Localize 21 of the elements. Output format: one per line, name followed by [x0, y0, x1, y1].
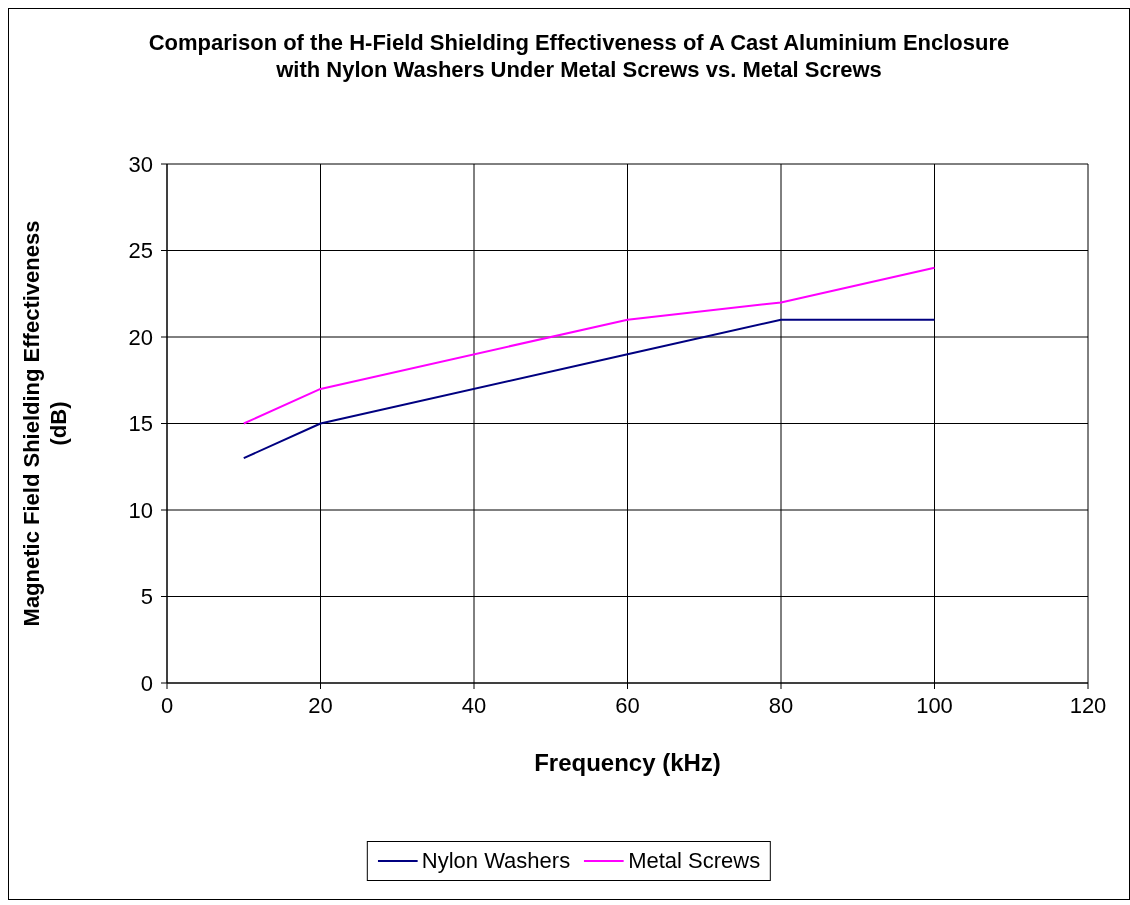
- legend-label: Metal Screws: [628, 848, 761, 874]
- legend-label: Nylon Washers: [421, 848, 571, 874]
- x-tick-label: 40: [461, 692, 487, 718]
- y-tick-label: 5: [140, 584, 153, 610]
- y-tick-label: 0: [140, 670, 153, 696]
- x-tick-label: 60: [615, 692, 640, 718]
- y-axis-title: Magnetic Field Shielding Effectiveness (dB): [19, 220, 71, 627]
- x-tick-label: 20: [308, 692, 333, 718]
- chart-title: Comparison of the H-Field Shielding Effectiveness of A Cast Aluminium Enclosure with Nylon Washers Under Metal Screws vs. Metal Screws: [147, 29, 1011, 83]
- x-tick-label: 80: [768, 692, 794, 718]
- x-axis-title: Frequency (kHz): [534, 749, 721, 776]
- line-series: [242, 318, 936, 460]
- x-tick-label: 0: [160, 692, 174, 718]
- line-series: [242, 266, 936, 425]
- y-tick-label: 10: [128, 497, 153, 523]
- x-tick-label: 100: [916, 692, 953, 718]
- y-tick-label: 25: [128, 238, 153, 264]
- y-tick-label: 15: [128, 411, 153, 437]
- y-tick-label: 20: [128, 324, 153, 350]
- y-tick-label: 30: [128, 151, 153, 177]
- x-tick-label: 120: [1069, 692, 1107, 718]
